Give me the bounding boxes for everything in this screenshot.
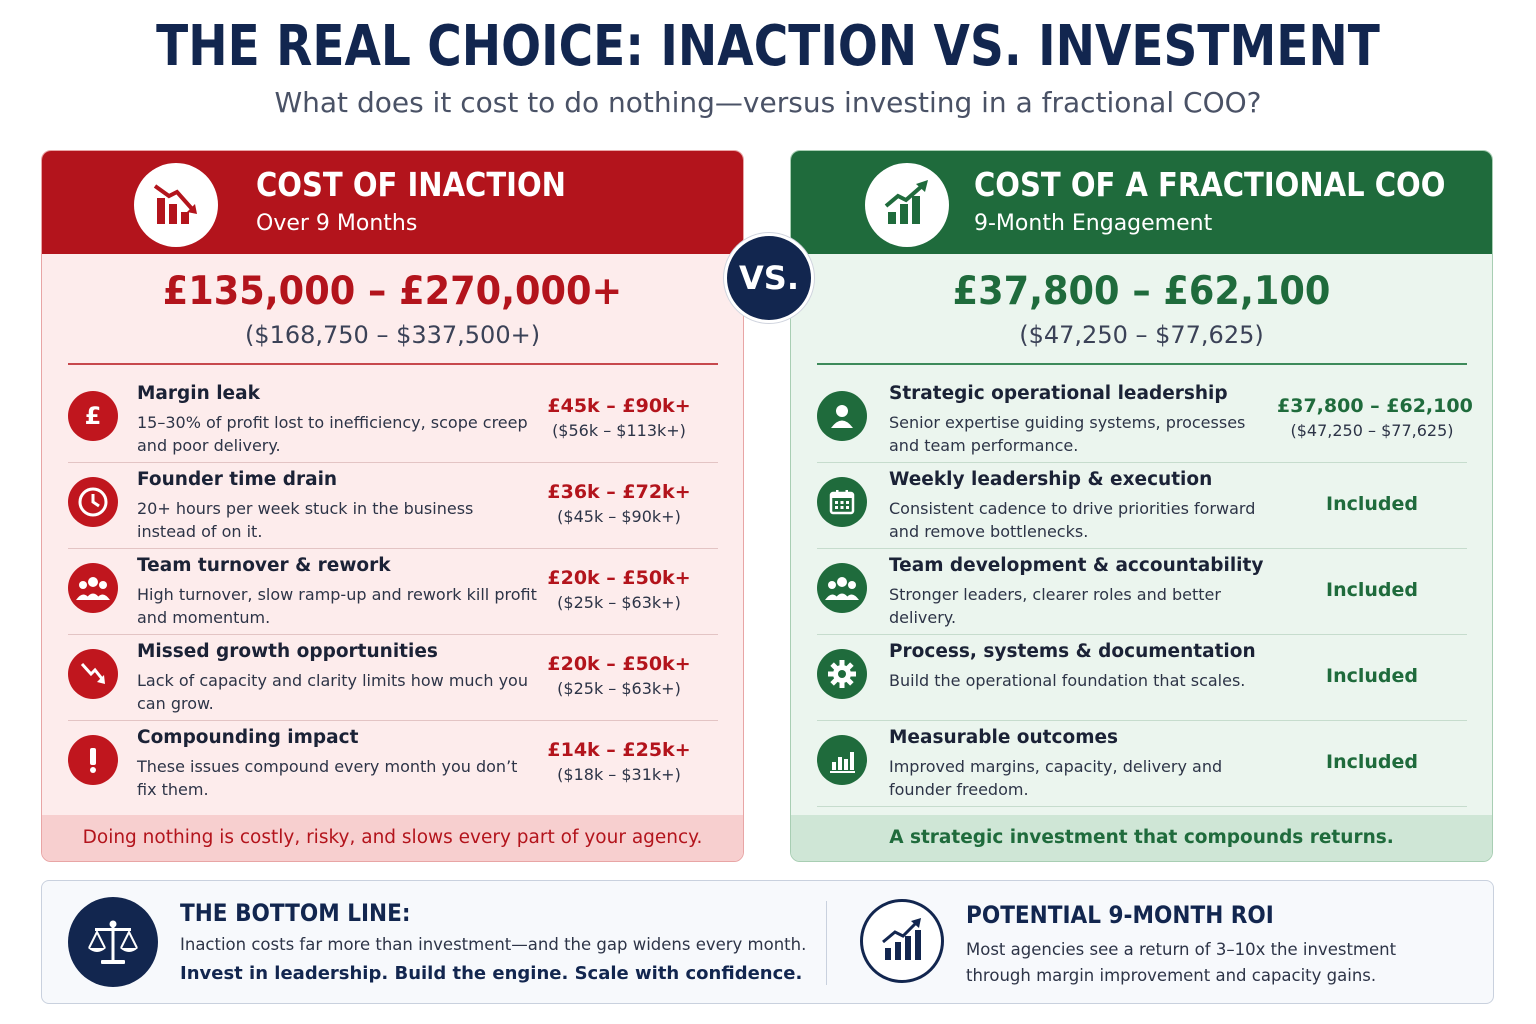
coo-title: COST OF A FRACTIONAL COO [974,165,1446,204]
row-title: Margin leak [137,383,260,404]
row-value-gbp: £20k – £50k+ [547,653,691,675]
row-title: Measurable outcomes [889,727,1119,748]
row-value: Included [1326,493,1418,515]
row-title: Team development & accountability [889,555,1264,576]
row-value: Included [1326,579,1418,601]
list-item: Strategic operational leadership Senior … [817,377,1473,463]
divider [817,363,1467,365]
row-title: Founder time drain [137,469,338,490]
row-description: 15–30% of profit lost to inefficiency, s… [137,413,528,455]
team-icon [68,563,118,613]
row-title: Team turnover & rework [137,555,391,576]
row-value: £37,800 – £62,100 ($47,250 – $77,625) [1277,395,1473,440]
bottom-line-emphasis: Invest in leadership. Build the engine. … [180,963,803,984]
row-value-usd: ($56k – $113k+) [552,421,686,440]
row-description: Lack of capacity and clarity limits how … [137,671,528,713]
growth-chart-icon [860,899,944,983]
divider [68,363,718,365]
row-description: Senior expertise guiding systems, proces… [889,413,1246,455]
row-title: Compounding impact [137,727,359,748]
page-subtitle: What does it cost to do nothing—versus i… [274,86,1262,119]
row-value-gbp: £14k – £25k+ [547,739,691,761]
row-title: Missed growth opportunities [137,641,438,662]
coo-total: £37,800 – £62,100 [952,269,1331,314]
row-description: These issues compound every month you do… [137,757,518,799]
calendar-icon [817,477,867,527]
person-icon [817,391,867,441]
row-value-usd: ($25k – $63k+) [557,593,681,612]
inaction-header: COST OF INACTION Over 9 Months [42,151,743,254]
row-description: Improved margins, capacity, delivery and… [889,757,1223,799]
inaction-total-usd: ($168,750 – $337,500+) [244,321,541,349]
inaction-panel: COST OF INACTION Over 9 Months £135,000 … [41,150,744,862]
row-value-usd: ($47,250 – $77,625) [1290,421,1454,440]
coo-footer: A strategic investment that compounds re… [791,815,1492,861]
list-item: Missed growth opportunities Lack of capa… [68,635,718,721]
coo-panel: COST OF A FRACTIONAL COO 9-Month Engagem… [790,150,1493,862]
coo-subtitle: 9-Month Engagement [974,211,1213,236]
list-item: Measurable outcomes Improved margins, ca… [817,721,1467,807]
gear-icon [817,649,867,699]
declining-chart-icon [134,163,218,247]
scales-icon [68,897,158,987]
row-value: £14k – £25k+ ($18k – $31k+) [534,739,704,784]
row-value: Included [1326,751,1418,773]
row-description: 20+ hours per week stuck in the business… [137,499,474,541]
inaction-rows: £ Margin leak 15–30% of profit lost to i… [68,377,718,807]
bar-chart-icon [817,735,867,785]
row-value: Included [1326,665,1418,687]
rising-chart-icon [865,163,949,247]
bottom-line-title: THE BOTTOM LINE: [180,899,411,927]
list-item: Team development & accountability Strong… [817,549,1467,635]
row-value: £20k – £50k+ ($25k – $63k+) [534,653,704,698]
row-title: Process, systems & documentation [889,641,1256,662]
inaction-subtitle: Over 9 Months [256,211,418,236]
coo-rows: Strategic operational leadership Senior … [817,377,1473,807]
clock-icon [68,477,118,527]
coo-header: COST OF A FRACTIONAL COO 9-Month Engagem… [791,151,1492,254]
roi-text: Most agencies see a return of 3–10x the … [966,940,1397,985]
row-value: £20k – £50k+ ($25k – $63k+) [534,567,704,612]
coo-total-usd: ($47,250 – $77,625) [1019,321,1264,349]
inaction-total: £135,000 – £270,000+ [162,269,623,314]
pound-icon: £ [68,391,118,441]
row-title: Weekly leadership & execution [889,469,1213,490]
row-value-gbp: £36k – £72k+ [547,481,691,503]
row-value-gbp: £20k – £50k+ [547,567,691,589]
list-item: £ Margin leak 15–30% of profit lost to i… [68,377,718,463]
inaction-footer: Doing nothing is costly, risky, and slow… [42,815,743,861]
exclamation-icon [68,735,118,785]
vs-badge: VS. [724,233,814,323]
row-value: £45k – £90k+ ($56k – $113k+) [534,395,704,440]
row-value: £36k – £72k+ ($45k – $90k+) [534,481,704,526]
list-item: Process, systems & documentation Build t… [817,635,1467,721]
row-description: High turnover, slow ramp-up and rework k… [137,585,537,627]
row-description: Build the operational foundation that sc… [889,671,1246,690]
inaction-title: COST OF INACTION [256,165,566,204]
row-value-usd: ($18k – $31k+) [557,765,681,784]
list-item: Weekly leadership & execution Consistent… [817,463,1467,549]
list-item: Compounding impact These issues compound… [68,721,718,807]
row-value-usd: ($45k – $90k+) [557,507,681,526]
row-value-gbp: £37,800 – £62,100 [1277,395,1473,417]
svg-text:£: £ [85,402,102,430]
row-title: Strategic operational leadership [889,383,1228,404]
team-icon [817,563,867,613]
roi-title: POTENTIAL 9-MONTH ROI [966,901,1274,929]
divider [826,901,827,985]
list-item: Team turnover & rework High turnover, sl… [68,549,718,635]
row-description: Stronger leaders, clearer roles and bett… [889,585,1221,627]
list-item: Founder time drain 20+ hours per week st… [68,463,718,549]
row-description: Consistent cadence to drive priorities f… [889,499,1256,541]
page-title: THE REAL CHOICE: INACTION VS. INVESTMENT [156,14,1380,79]
bottom-line-box: THE BOTTOM LINE: Inaction costs far more… [41,880,1494,1004]
down-arrow-icon [68,649,118,699]
row-value-gbp: £45k – £90k+ [547,395,691,417]
row-value-usd: ($25k – $63k+) [557,679,681,698]
bottom-line-text: Inaction costs far more than investment—… [180,935,807,954]
